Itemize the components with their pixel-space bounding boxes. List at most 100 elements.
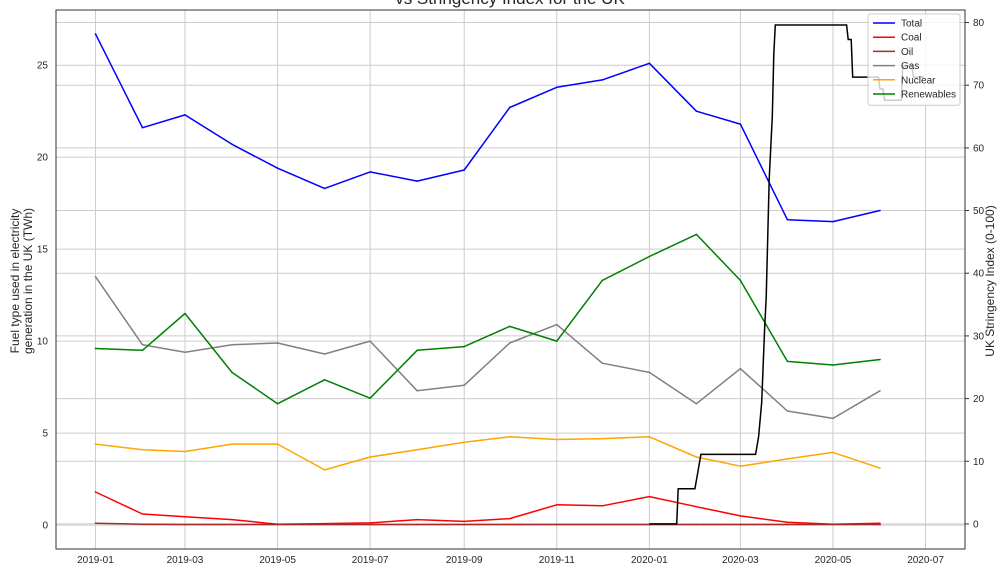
x-tick-label: 2019-01 [77, 555, 114, 566]
x-tick-label: 2019-07 [352, 555, 389, 566]
data-point-nuclear [695, 456, 698, 458]
data-point-total [141, 126, 144, 129]
data-point-coal [555, 504, 558, 506]
data-point-oil [695, 523, 698, 526]
series-line-gas [94, 276, 881, 420]
series-line-total [94, 33, 881, 223]
x-tick-label: 2019-11 [539, 555, 575, 566]
y-left-tick-label: 25 [37, 61, 49, 72]
data-point-nuclear [94, 443, 97, 445]
data-point-gas [369, 340, 371, 342]
data-point-renewables [463, 345, 466, 348]
data-point-oil [832, 523, 834, 526]
data-point-gas [508, 342, 511, 344]
data-point-renewables [276, 402, 279, 405]
data-point-nuclear [879, 467, 881, 469]
data-point-total [695, 110, 698, 112]
data-point-gas [463, 384, 466, 387]
data-point-gas [94, 275, 97, 278]
data-point-renewables [879, 358, 881, 361]
data-point-nuclear [555, 438, 558, 441]
data-point-oil [276, 523, 279, 526]
data-point-total [231, 143, 233, 146]
data-point-coal [601, 504, 604, 507]
data-point-coal [786, 521, 789, 524]
data-point-oil [879, 523, 881, 526]
data-point-oil [184, 523, 186, 526]
data-point-renewables [141, 349, 144, 352]
data-point-total [648, 62, 651, 65]
data-point-coal [141, 513, 144, 515]
data-point-oil [739, 523, 742, 526]
data-point-renewables [555, 340, 558, 342]
data-point-oil [369, 523, 371, 526]
data-point-total [601, 79, 604, 81]
x-tick-label: 2019-03 [167, 555, 204, 566]
y-right-tick-label: 50 [973, 206, 985, 217]
data-point-oil [141, 523, 144, 525]
y-left-tick-label: 0 [42, 521, 48, 532]
legend: Total Coal Oil Gas Nuclear Renewables [867, 13, 961, 106]
data-point-nuclear [416, 448, 418, 451]
x-tick-label: 2020-05 [815, 555, 852, 566]
y-left-tick-label: 5 [42, 429, 48, 440]
y-left-tick-label: 15 [37, 245, 49, 256]
data-point-oil [786, 523, 789, 526]
legend-label-nuclear: Nuclear [901, 75, 936, 86]
data-point-renewables [739, 279, 742, 282]
data-point-gas [323, 353, 326, 355]
data-point-oil [601, 523, 604, 526]
x-tick-label: 2020-01 [631, 555, 668, 566]
data-point-gas [739, 367, 742, 370]
data-point-total [879, 209, 881, 212]
data-point-renewables [648, 255, 651, 258]
data-point-total [323, 187, 326, 190]
data-point-nuclear [601, 437, 604, 440]
series-line-renewables [95, 233, 881, 405]
data-point-gas [276, 342, 279, 344]
data-point-oil [416, 523, 418, 526]
data-point-renewables [323, 378, 326, 381]
data-point-renewables [416, 349, 418, 352]
y-right-tick-label: 40 [973, 269, 985, 280]
data-point-nuclear [323, 469, 326, 471]
data-point-nuclear [369, 456, 371, 458]
data-point-gas [786, 410, 789, 412]
data-point-renewables [184, 312, 186, 315]
data-point-coal [648, 495, 651, 498]
data-point-coal [879, 522, 881, 525]
data-point-total [369, 171, 371, 173]
data-point-renewables [832, 364, 834, 366]
data-point-oil [463, 523, 466, 526]
y-right-tick-label: 80 [973, 18, 985, 29]
y-right-tick-label: 30 [973, 331, 985, 342]
plot-border [55, 9, 966, 550]
grid [56, 10, 965, 549]
y-right-tick-label: 20 [973, 394, 985, 405]
data-point-coal [463, 520, 466, 523]
series-layer [94, 24, 924, 526]
series-line-nuclear [95, 436, 881, 471]
x-tick-label: 2020-07 [907, 555, 944, 566]
data-point-total [832, 220, 834, 223]
data-point-total [508, 106, 511, 109]
y-left-tick-label: 20 [37, 153, 49, 164]
data-point-gas [555, 323, 558, 326]
x-axis: 2019-01 2019-03 2019-05 2019-07 2019-09 2019-… [77, 555, 944, 566]
data-point-total [94, 33, 97, 35]
data-point-nuclear [648, 435, 651, 438]
data-point-total [786, 218, 789, 221]
data-point-gas [601, 362, 604, 365]
data-point-renewables [695, 233, 698, 236]
data-point-nuclear [508, 435, 511, 438]
data-point-coal [184, 516, 186, 518]
data-point-oil [323, 523, 326, 526]
data-point-nuclear [786, 458, 789, 460]
data-point-coal [231, 518, 233, 521]
data-point-oil [555, 523, 558, 526]
data-point-nuclear [276, 443, 279, 445]
y-right-tick-label: 70 [973, 81, 985, 92]
data-point-nuclear [184, 450, 186, 453]
legend-label-renewables: Renewables [901, 90, 956, 101]
